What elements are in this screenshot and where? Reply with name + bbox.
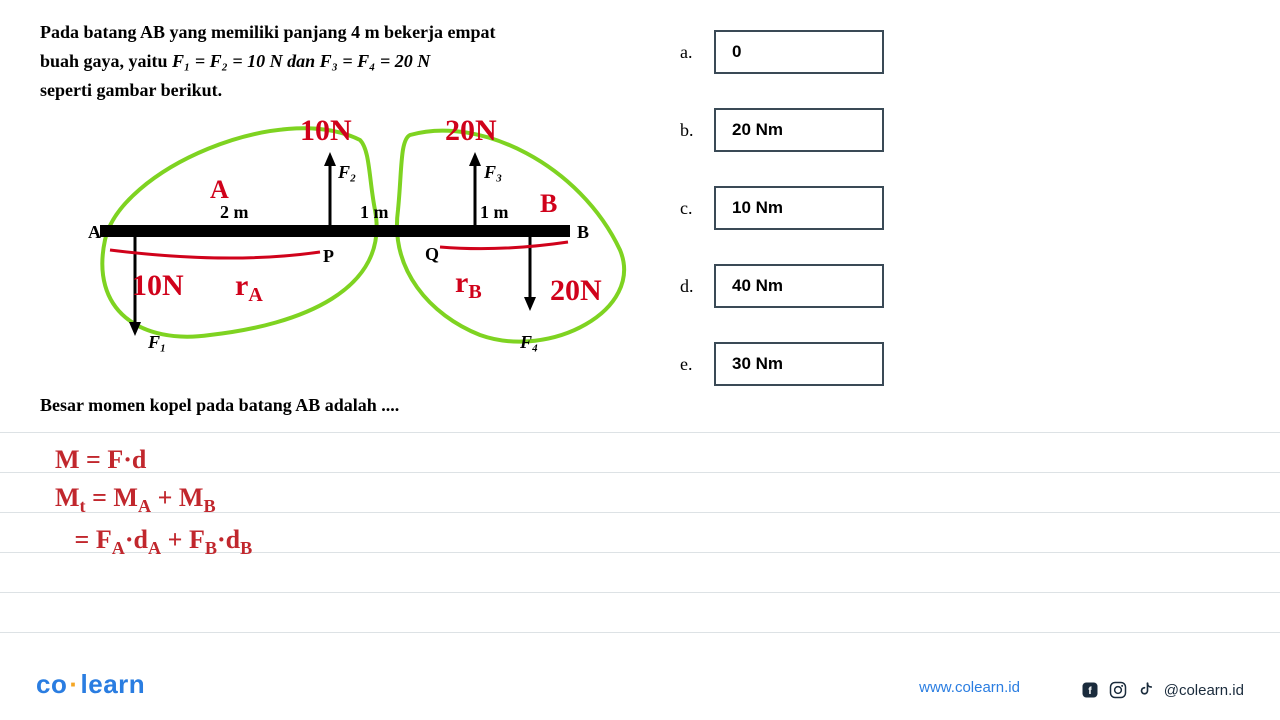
q-line3: seperti gambar berikut. [40,76,640,105]
label-f2: F₂ [337,162,356,182]
facebook-icon[interactable]: f [1080,680,1100,700]
q-line2: buah gaya, yaitu F₁ = F₂ = 10 N dan F₃ =… [40,47,640,76]
work-line-3: = FA·dA + FB·dB [55,522,252,562]
work-line-1: M = F·d [55,442,252,478]
option-e[interactable]: e. 30 Nm [680,342,884,386]
option-box: 20 Nm [714,108,884,152]
social-handle: @colearn.id [1164,682,1244,699]
hand-a-label: A [210,175,229,204]
option-d[interactable]: d. 40 Nm [680,264,884,308]
bar-ab [100,225,570,237]
page: Pada batang AB yang memiliki panjang 4 m… [0,0,1280,720]
option-box: 10 Nm [714,186,884,230]
hand-b-label: B [540,189,557,218]
instagram-icon[interactable] [1108,680,1128,700]
hand-10n-bot: 10N [132,269,184,302]
label-a: A [88,222,101,242]
dist-1m-a: 1 m [360,202,389,222]
svg-text:f: f [1088,685,1092,697]
option-letter: b. [680,120,706,141]
option-box: 40 Nm [714,264,884,308]
hand-rb: rB [455,266,482,303]
q-line2-pre: buah gaya, yaitu [40,51,172,71]
option-letter: d. [680,276,706,297]
label-f1: F₁ [147,332,166,352]
social-icons: f @colearn.id [1080,680,1244,700]
brand-co: co [36,669,67,699]
label-f3: F₃ [483,162,502,182]
brand-logo: co·learn [36,669,145,700]
q-line2-eq: F₁ = F₂ = 10 N dan F₃ = F₄ = 20 N [172,51,430,71]
dist-1m-b: 1 m [480,202,509,222]
arrow-f1-head [129,322,141,336]
answer-options: a. 0 b. 20 Nm c. 10 Nm d. 40 Nm e. 30 Nm [680,30,884,420]
question-text: Pada batang AB yang memiliki panjang 4 m… [40,18,640,104]
label-q: Q [425,244,439,264]
work-line-2: Mt = MA + MB [55,480,252,520]
footer: co·learn www.colearn.id f @colearn.id [0,670,1280,700]
handwritten-work: M = F·d Mt = MA + MB = FA·dA + FB·dB [55,442,252,564]
rule-line [0,432,1280,433]
question-closing: Besar momen kopel pada batang AB adalah … [40,395,399,416]
option-letter: a. [680,42,706,63]
label-p: P [323,246,334,266]
rule-line [0,632,1280,633]
tiktok-icon[interactable] [1136,680,1156,700]
option-box: 0 [714,30,884,74]
option-letter: c. [680,198,706,219]
red-underline-right [440,242,568,249]
hand-20n-bot: 20N [550,274,602,307]
option-a[interactable]: a. 0 [680,30,884,74]
option-letter: e. [680,354,706,375]
hand-10n-top: 10N [300,114,352,147]
diagram: A B P Q 2 m 1 m 1 m F₂ F₃ F₁ F₄ [80,110,640,380]
arrow-f3-head [469,152,481,166]
label-b: B [577,222,589,242]
brand-dot-icon: · [69,669,78,699]
arrow-f2-head [324,152,336,166]
dist-2m: 2 m [220,202,249,222]
brand-learn: learn [81,669,146,699]
hand-ra: rA [235,269,263,306]
footer-url[interactable]: www.colearn.id [919,679,1020,696]
arrow-f4-head [524,297,536,311]
option-box: 30 Nm [714,342,884,386]
rule-line [0,592,1280,593]
option-b[interactable]: b. 20 Nm [680,108,884,152]
label-f4: F₄ [519,332,538,352]
q-line1: Pada batang AB yang memiliki panjang 4 m… [40,18,640,47]
option-c[interactable]: c. 10 Nm [680,186,884,230]
red-underline-left [110,250,320,258]
hand-20n-top: 20N [445,114,497,147]
